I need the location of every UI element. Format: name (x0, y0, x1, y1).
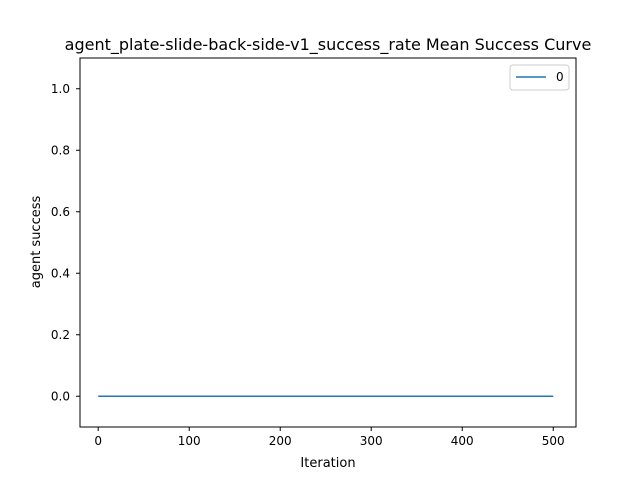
y-tick-label: 0.4 (51, 266, 70, 280)
y-tick-label: 0.0 (51, 389, 70, 403)
x-tick-label: 0 (94, 434, 102, 448)
y-tick-label: 1.0 (51, 82, 70, 96)
plot-area (80, 58, 576, 427)
chart-title: agent_plate-slide-back-side-v1_success_r… (65, 35, 592, 55)
legend: 0 (509, 64, 570, 91)
x-tick-label: 400 (451, 434, 474, 448)
x-tick-label: 500 (542, 434, 565, 448)
x-tick-label: 200 (269, 434, 292, 448)
x-axis-ticks: 0 100 200 300 400 500 (94, 427, 565, 448)
x-axis-label: Iteration (300, 456, 355, 471)
y-tick-label: 0.8 (51, 143, 70, 157)
x-tick-label: 100 (178, 434, 201, 448)
y-tick-label: 0.6 (51, 205, 70, 219)
legend-label: 0 (556, 70, 564, 84)
plot-frame (79, 57, 577, 428)
y-axis-label: agent success (29, 196, 44, 289)
x-tick-label: 300 (360, 434, 383, 448)
y-tick-label: 0.2 (51, 328, 70, 342)
y-axis-ticks: 0.0 0.2 0.4 0.6 0.8 1.0 (51, 82, 80, 403)
